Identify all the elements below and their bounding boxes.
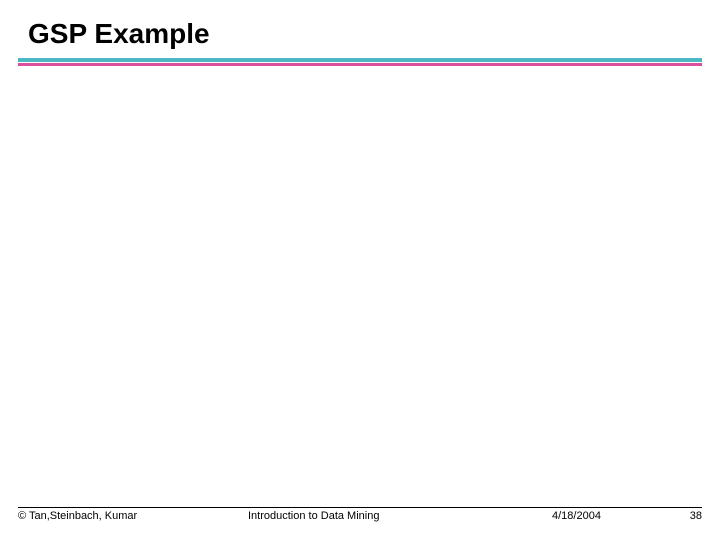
slide-footer: © Tan,Steinbach, Kumar Introduction to D… <box>18 507 702 522</box>
footer-page-number: 38 <box>652 508 702 522</box>
footer-course: Introduction to Data Mining <box>218 508 552 522</box>
title-divider <box>0 58 720 66</box>
title-area: GSP Example <box>0 0 720 50</box>
divider-bottom-bar <box>18 63 702 66</box>
footer-date: 4/18/2004 <box>552 508 652 522</box>
slide-title: GSP Example <box>28 18 720 50</box>
slide-container: GSP Example © Tan,Steinbach, Kumar Intro… <box>0 0 720 540</box>
divider-top-bar <box>18 58 702 62</box>
footer-copyright: © Tan,Steinbach, Kumar <box>18 508 218 522</box>
